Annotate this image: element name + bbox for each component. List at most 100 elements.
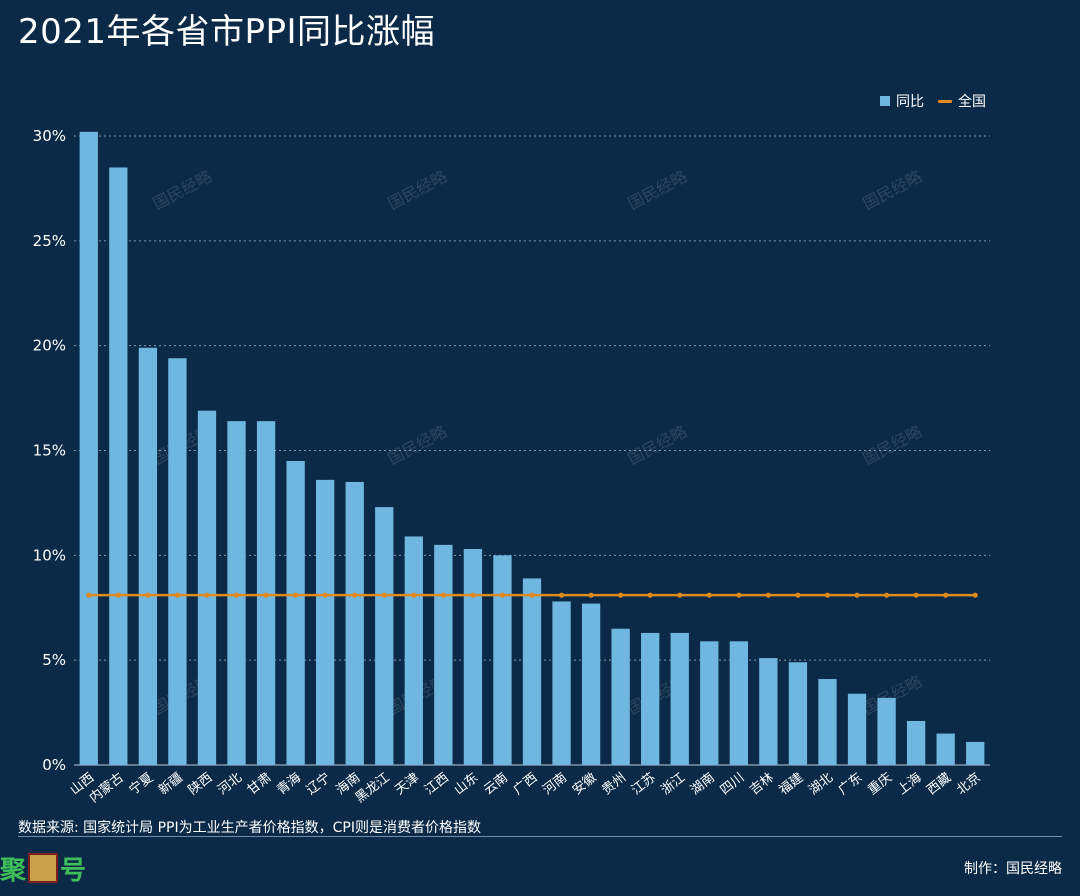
x-tick-label: 青海 — [274, 770, 304, 798]
y-tick-label: 30% — [33, 127, 66, 145]
line-point — [913, 592, 919, 598]
x-tick-label: 陕西 — [186, 770, 216, 798]
credit-text: 制作：国民经略 — [964, 861, 1062, 877]
x-tick-label: 天津 — [393, 770, 423, 798]
x-tick-label: 安徽 — [570, 770, 600, 798]
x-tick-label: 福建 — [777, 770, 807, 798]
legend-bar-label: 同比 — [896, 94, 924, 110]
data-source-note: 数据来源: 国家统计局 PPI为工业生产者价格指数，CPI则是消费者价格指数 — [18, 820, 481, 836]
line-point — [943, 592, 949, 598]
x-tick-label: 江西 — [422, 770, 452, 798]
line-point — [588, 592, 594, 598]
line-point — [795, 592, 801, 598]
bar — [700, 641, 719, 765]
line-point — [883, 592, 890, 598]
line-point — [322, 592, 328, 598]
x-tick-label: 吉林 — [747, 770, 777, 798]
legend-line-swatch — [938, 99, 952, 103]
bar — [375, 507, 394, 765]
bar — [729, 641, 748, 765]
x-tick-label: 湖北 — [806, 770, 836, 798]
brand-stamp-icon — [28, 853, 59, 883]
bar — [463, 549, 483, 765]
bar — [581, 603, 601, 765]
line-point — [352, 592, 358, 598]
y-tick-label: 10% — [33, 546, 66, 564]
bar — [906, 720, 926, 765]
line-point — [381, 592, 387, 598]
y-tick-label: 5% — [42, 651, 66, 669]
line-point — [618, 592, 624, 598]
legend-bar-swatch — [880, 96, 890, 106]
bar — [818, 679, 837, 765]
y-tick-label: 0% — [42, 756, 66, 774]
line-point — [263, 592, 269, 598]
x-tick-label: 重庆 — [865, 770, 895, 799]
line-point — [499, 592, 506, 598]
bar — [138, 347, 158, 765]
bar — [966, 741, 985, 765]
bar — [759, 658, 778, 765]
watermark-text: 国民经略 — [385, 167, 450, 214]
bar — [788, 662, 808, 765]
brand-suffix: 号 — [60, 855, 87, 886]
legend-item-line: 全国 — [938, 91, 986, 111]
line-point — [470, 592, 476, 598]
x-tick-label: 贵州 — [599, 770, 629, 798]
x-tick-label: 上海 — [895, 770, 925, 798]
line-point — [647, 592, 653, 598]
bar — [936, 733, 955, 765]
bar — [109, 167, 128, 765]
bar — [847, 693, 867, 765]
watermark-text: 国民经略 — [385, 422, 450, 469]
y-tick-label: 20% — [33, 337, 66, 355]
x-tick-label: 辽宁 — [303, 770, 333, 799]
bar — [641, 632, 660, 765]
legend-line-label: 全国 — [958, 94, 986, 110]
watermark-text: 国民经略 — [860, 422, 925, 469]
x-tick-label: 北京 — [954, 770, 984, 798]
watermark-text: 国民经略 — [150, 167, 215, 214]
line-point — [824, 592, 831, 598]
line-point — [854, 592, 860, 598]
x-tick-label: 宁夏 — [126, 770, 156, 799]
x-tick-label: 广西 — [511, 770, 541, 798]
x-tick-label: 湖南 — [687, 770, 717, 799]
line-point — [558, 592, 565, 598]
x-tick-label: 河南 — [540, 770, 570, 799]
line-point — [293, 592, 299, 598]
x-tick-label: 广东 — [836, 770, 866, 798]
bar — [79, 131, 98, 766]
bar — [611, 628, 630, 765]
x-tick-label: 甘肃 — [245, 770, 275, 798]
bar — [168, 358, 187, 765]
brand-text: 聚 — [0, 855, 27, 886]
watermark-text: 国民经略 — [625, 167, 690, 214]
bar — [345, 481, 364, 765]
brand-logo: 聚 号 — [0, 848, 86, 888]
line-point — [174, 592, 181, 598]
y-tick-label: 15% — [33, 442, 66, 460]
x-tick-label: 黑龙江 — [353, 770, 393, 806]
x-tick-label: 浙江 — [658, 770, 688, 798]
line-point — [706, 592, 712, 598]
x-tick-label: 西藏 — [924, 770, 954, 798]
line-point — [677, 592, 683, 598]
line-point — [736, 592, 742, 598]
footer-divider — [18, 836, 1062, 837]
chart-title: 2021年各省市PPI同比涨幅 — [18, 12, 436, 52]
bar — [434, 544, 453, 765]
bar — [404, 536, 423, 765]
x-tick-label: 新疆 — [156, 770, 186, 799]
bar — [552, 601, 571, 765]
bar — [316, 479, 335, 765]
bar — [670, 632, 689, 765]
bar — [877, 697, 896, 765]
chart-legend: 同比 全国 — [880, 91, 986, 111]
y-tick-label: 25% — [33, 232, 66, 250]
line-point — [972, 592, 978, 598]
line-point — [204, 592, 210, 598]
x-tick-label: 四川 — [718, 770, 748, 798]
